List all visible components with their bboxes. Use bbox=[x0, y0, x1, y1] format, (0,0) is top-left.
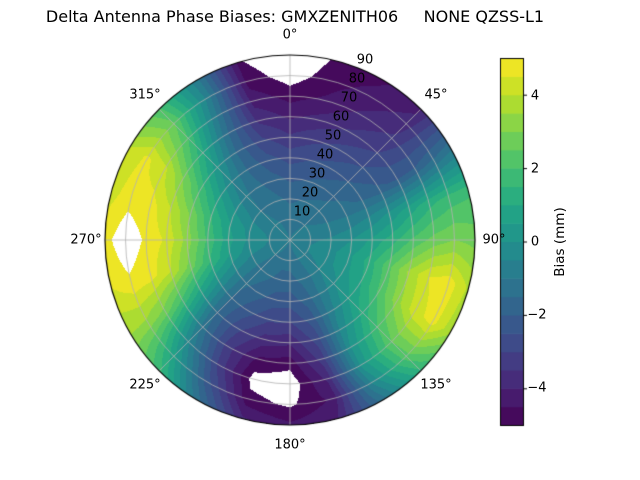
azimuth-label-45: 45° bbox=[424, 87, 448, 103]
radial-label-10: 10 bbox=[293, 204, 311, 220]
azimuth-label-0: 0° bbox=[282, 27, 298, 43]
radial-label-60: 60 bbox=[332, 109, 350, 125]
azimuth-label-180: 180° bbox=[274, 437, 306, 453]
radial-label-30: 30 bbox=[308, 166, 326, 182]
colorbar-tick-0: 0 bbox=[530, 234, 540, 250]
colorbar-axis-label: Bias (mm) bbox=[552, 207, 568, 277]
radial-label-80: 80 bbox=[348, 71, 366, 87]
azimuth-label-270: 270° bbox=[70, 232, 102, 248]
azimuth-label-315: 315° bbox=[129, 87, 161, 103]
azimuth-label-90: 90° bbox=[482, 232, 506, 248]
colorbar-tick-2: 2 bbox=[530, 161, 540, 177]
radial-label-90: 90 bbox=[356, 52, 374, 68]
azimuth-label-135: 135° bbox=[420, 377, 452, 393]
radial-label-70: 70 bbox=[340, 90, 358, 106]
azimuth-label-225: 225° bbox=[129, 377, 161, 393]
colorbar-tick-4: 4 bbox=[530, 88, 540, 104]
colorbar-tick-neg2: −2 bbox=[527, 307, 547, 323]
radial-label-50: 50 bbox=[324, 128, 342, 144]
chart-title: Delta Antenna Phase Biases: GMXZENITH06 … bbox=[45, 7, 545, 26]
radial-label-20: 20 bbox=[301, 185, 319, 201]
radial-label-40: 40 bbox=[316, 147, 334, 163]
colorbar-tick-neg4: −4 bbox=[527, 380, 547, 396]
